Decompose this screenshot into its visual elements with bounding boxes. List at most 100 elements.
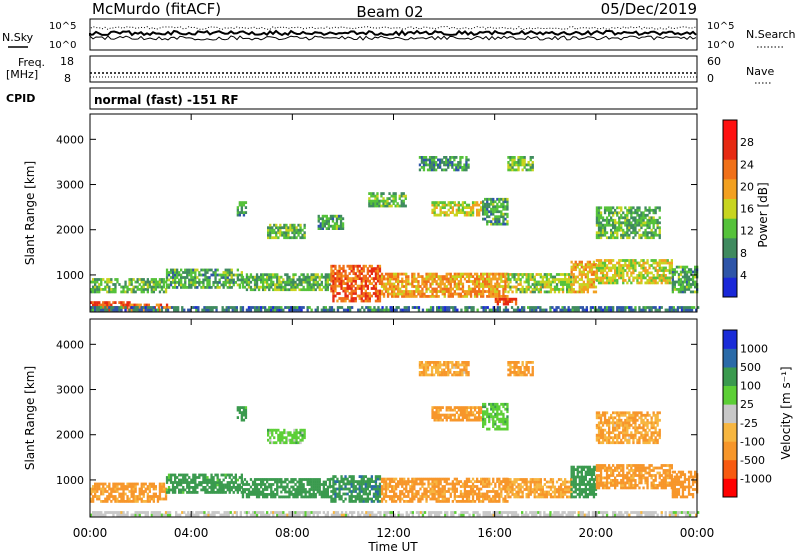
heatmap-cell bbox=[642, 269, 645, 272]
heatmap-cell bbox=[531, 513, 534, 517]
heatmap-cell bbox=[131, 303, 134, 307]
heatmap-cell bbox=[502, 220, 505, 223]
heatmap-cell bbox=[270, 511, 273, 514]
heatmap-cell bbox=[90, 497, 93, 501]
heatmap-cell bbox=[295, 236, 298, 240]
heatmap-cell bbox=[98, 303, 101, 307]
heatmap-cell bbox=[196, 281, 199, 284]
heatmap-cell bbox=[636, 274, 639, 277]
heatmap-cell bbox=[403, 492, 406, 496]
heatmap-cell bbox=[463, 213, 467, 217]
heatmap-cell bbox=[513, 278, 516, 281]
heatmap-cell bbox=[327, 219, 330, 223]
heatmap-cell bbox=[691, 275, 695, 279]
heatmap-cell bbox=[608, 279, 611, 282]
heatmap-cell bbox=[605, 264, 609, 267]
heatmap-cell bbox=[176, 276, 179, 279]
heatmap-cell bbox=[198, 283, 201, 287]
heatmap-cell bbox=[354, 490, 357, 493]
heatmap-cell bbox=[422, 158, 426, 162]
heatmap-cell bbox=[106, 306, 109, 309]
heatmap-cell bbox=[142, 288, 145, 291]
heatmap-cell bbox=[194, 478, 197, 482]
heatmap-cell bbox=[595, 221, 599, 225]
heatmap-cell bbox=[658, 236, 661, 240]
heatmap-cell bbox=[473, 290, 477, 293]
heatmap-cell bbox=[165, 306, 169, 309]
heatmap-cell bbox=[188, 268, 191, 272]
heatmap-cell bbox=[516, 513, 520, 517]
heatmap-cell bbox=[245, 480, 249, 484]
heatmap-cell bbox=[658, 261, 661, 265]
heatmap-cell bbox=[308, 493, 311, 496]
heatmap-cell bbox=[378, 492, 382, 496]
heatmap-cell bbox=[541, 278, 544, 281]
heatmap-cell bbox=[473, 282, 477, 286]
heatmap-cell bbox=[509, 156, 512, 159]
heatmap-cell bbox=[274, 480, 277, 484]
heatmap-cell bbox=[154, 485, 157, 488]
heatmap-cell bbox=[160, 280, 164, 284]
heatmap-cell bbox=[104, 288, 107, 291]
heatmap-cell bbox=[272, 283, 275, 287]
heatmap-cell bbox=[358, 297, 361, 300]
heatmap-cell bbox=[620, 276, 623, 280]
heatmap-cell bbox=[374, 477, 378, 481]
heatmap-cell bbox=[96, 306, 99, 309]
heatmap-cell bbox=[158, 482, 162, 486]
heatmap-cell bbox=[472, 513, 475, 517]
heatmap-cell bbox=[192, 283, 195, 287]
heatmap-cell bbox=[334, 294, 337, 298]
heatmap-cell bbox=[336, 277, 339, 280]
heatmap-cell bbox=[618, 228, 621, 232]
heatmap-cell bbox=[640, 216, 643, 220]
heatmap-cell bbox=[450, 513, 453, 517]
heatmap-cell bbox=[143, 303, 146, 307]
heatmap-cell bbox=[426, 168, 430, 172]
heatmap-cell bbox=[374, 289, 378, 293]
heatmap-cell bbox=[494, 511, 497, 514]
heatmap-cell bbox=[654, 259, 657, 262]
heatmap-cell bbox=[517, 161, 520, 164]
heatmap-cell bbox=[306, 285, 309, 289]
heatmap-cell bbox=[650, 276, 653, 280]
heatmap-cell bbox=[570, 260, 573, 264]
heatmap-cell bbox=[511, 163, 514, 167]
nsky-trace bbox=[89, 29, 697, 37]
heatmap-cell bbox=[509, 288, 512, 291]
heatmap-cell bbox=[608, 281, 611, 285]
heatmap-cell bbox=[490, 287, 493, 291]
heatmap-cell bbox=[100, 492, 103, 496]
heatmap-cell bbox=[96, 280, 99, 284]
heatmap-cell bbox=[638, 308, 641, 312]
heatmap-cell bbox=[164, 511, 168, 514]
heatmap-cell bbox=[297, 233, 300, 237]
heatmap-cell bbox=[405, 485, 408, 488]
heatmap-cell bbox=[176, 268, 179, 272]
heatmap-cell bbox=[434, 511, 437, 514]
heatmap-cell bbox=[98, 278, 101, 281]
heatmap-cell bbox=[496, 210, 499, 214]
heatmap-cell bbox=[391, 285, 394, 288]
heatmap-cell bbox=[190, 486, 193, 489]
heatmap-cell bbox=[321, 214, 324, 218]
heatmap-cell bbox=[110, 306, 113, 309]
heatmap-cell bbox=[547, 273, 551, 276]
heatmap-cell bbox=[559, 280, 563, 284]
heatmap-cell bbox=[238, 201, 241, 204]
heatmap-cell bbox=[626, 228, 629, 232]
heatmap-cell bbox=[504, 222, 507, 226]
heatmap-cell bbox=[656, 206, 659, 210]
heatmap-cell bbox=[255, 493, 259, 496]
heatmap-cell bbox=[226, 286, 229, 289]
heatmap-cell bbox=[266, 283, 269, 287]
heatmap-cell bbox=[144, 511, 147, 514]
heatmap-cell bbox=[110, 288, 113, 291]
heatmap-cell bbox=[262, 483, 265, 486]
heatmap-cell bbox=[382, 282, 386, 286]
heatmap-cell bbox=[504, 290, 507, 293]
heatmap-cell bbox=[608, 211, 611, 215]
heatmap-cell bbox=[245, 273, 249, 277]
heatmap-cell bbox=[251, 511, 255, 514]
heatmap-cell bbox=[297, 228, 300, 232]
